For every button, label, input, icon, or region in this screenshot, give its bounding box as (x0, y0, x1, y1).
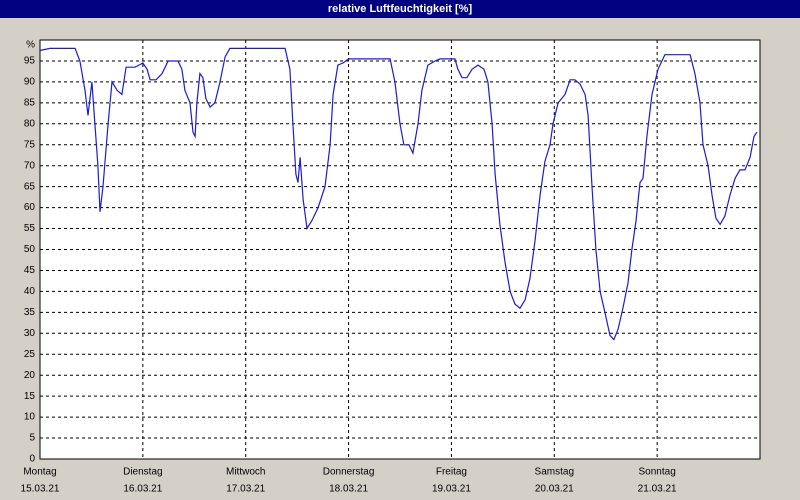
x-tick-date: 19.03.21 (432, 484, 471, 495)
y-tick-label: 25 (24, 349, 36, 360)
title-bar (0, 0, 800, 18)
y-tick-label: 45 (24, 265, 36, 276)
y-tick-label: 40 (24, 286, 36, 297)
x-tick-date: 21.03.21 (638, 484, 677, 495)
y-tick-label: 35 (24, 307, 36, 318)
y-tick-label: 55 (24, 223, 36, 234)
y-unit: % (26, 40, 35, 51)
chart-title: relative Luftfeuchtigkeit [%] (328, 3, 473, 15)
y-tick-label: 30 (24, 328, 36, 339)
y-tick-label: 85 (24, 97, 36, 108)
x-tick-label: Mittwoch (226, 467, 265, 478)
y-tick-label: 0 (29, 454, 35, 465)
data-line (39, 47, 758, 341)
y-tick-label: 10 (24, 412, 36, 423)
x-tick-label: Freitag (436, 467, 467, 478)
y-tick-label: 95 (24, 56, 36, 67)
y-tick-label: 90 (24, 77, 36, 88)
y-tick-label: 65 (24, 181, 36, 192)
x-tick-label: Dienstag (123, 467, 162, 478)
y-tick-label: 60 (24, 202, 36, 213)
y-tick-label: 80 (24, 118, 36, 129)
y-tick-label: 20 (24, 370, 36, 381)
x-tick-date: 16.03.21 (123, 484, 162, 495)
x-tick-date: 17.03.21 (226, 484, 265, 495)
x-tick-label: Samstag (535, 467, 574, 478)
x-tick-label: Montag (23, 467, 56, 478)
y-tick-label: 5 (29, 433, 35, 444)
x-tick-date: 18.03.21 (329, 484, 368, 495)
x-tick-label: Sonntag (639, 467, 676, 478)
x-tick-label: Donnerstag (323, 467, 375, 478)
y-tick-label: 50 (24, 244, 36, 255)
y-tick-label: 15 (24, 391, 36, 402)
y-tick-label: 75 (24, 139, 36, 150)
x-tick-date: 15.03.21 (21, 484, 60, 495)
x-tick-date: 20.03.21 (535, 484, 574, 495)
y-tick-label: 70 (24, 160, 36, 171)
